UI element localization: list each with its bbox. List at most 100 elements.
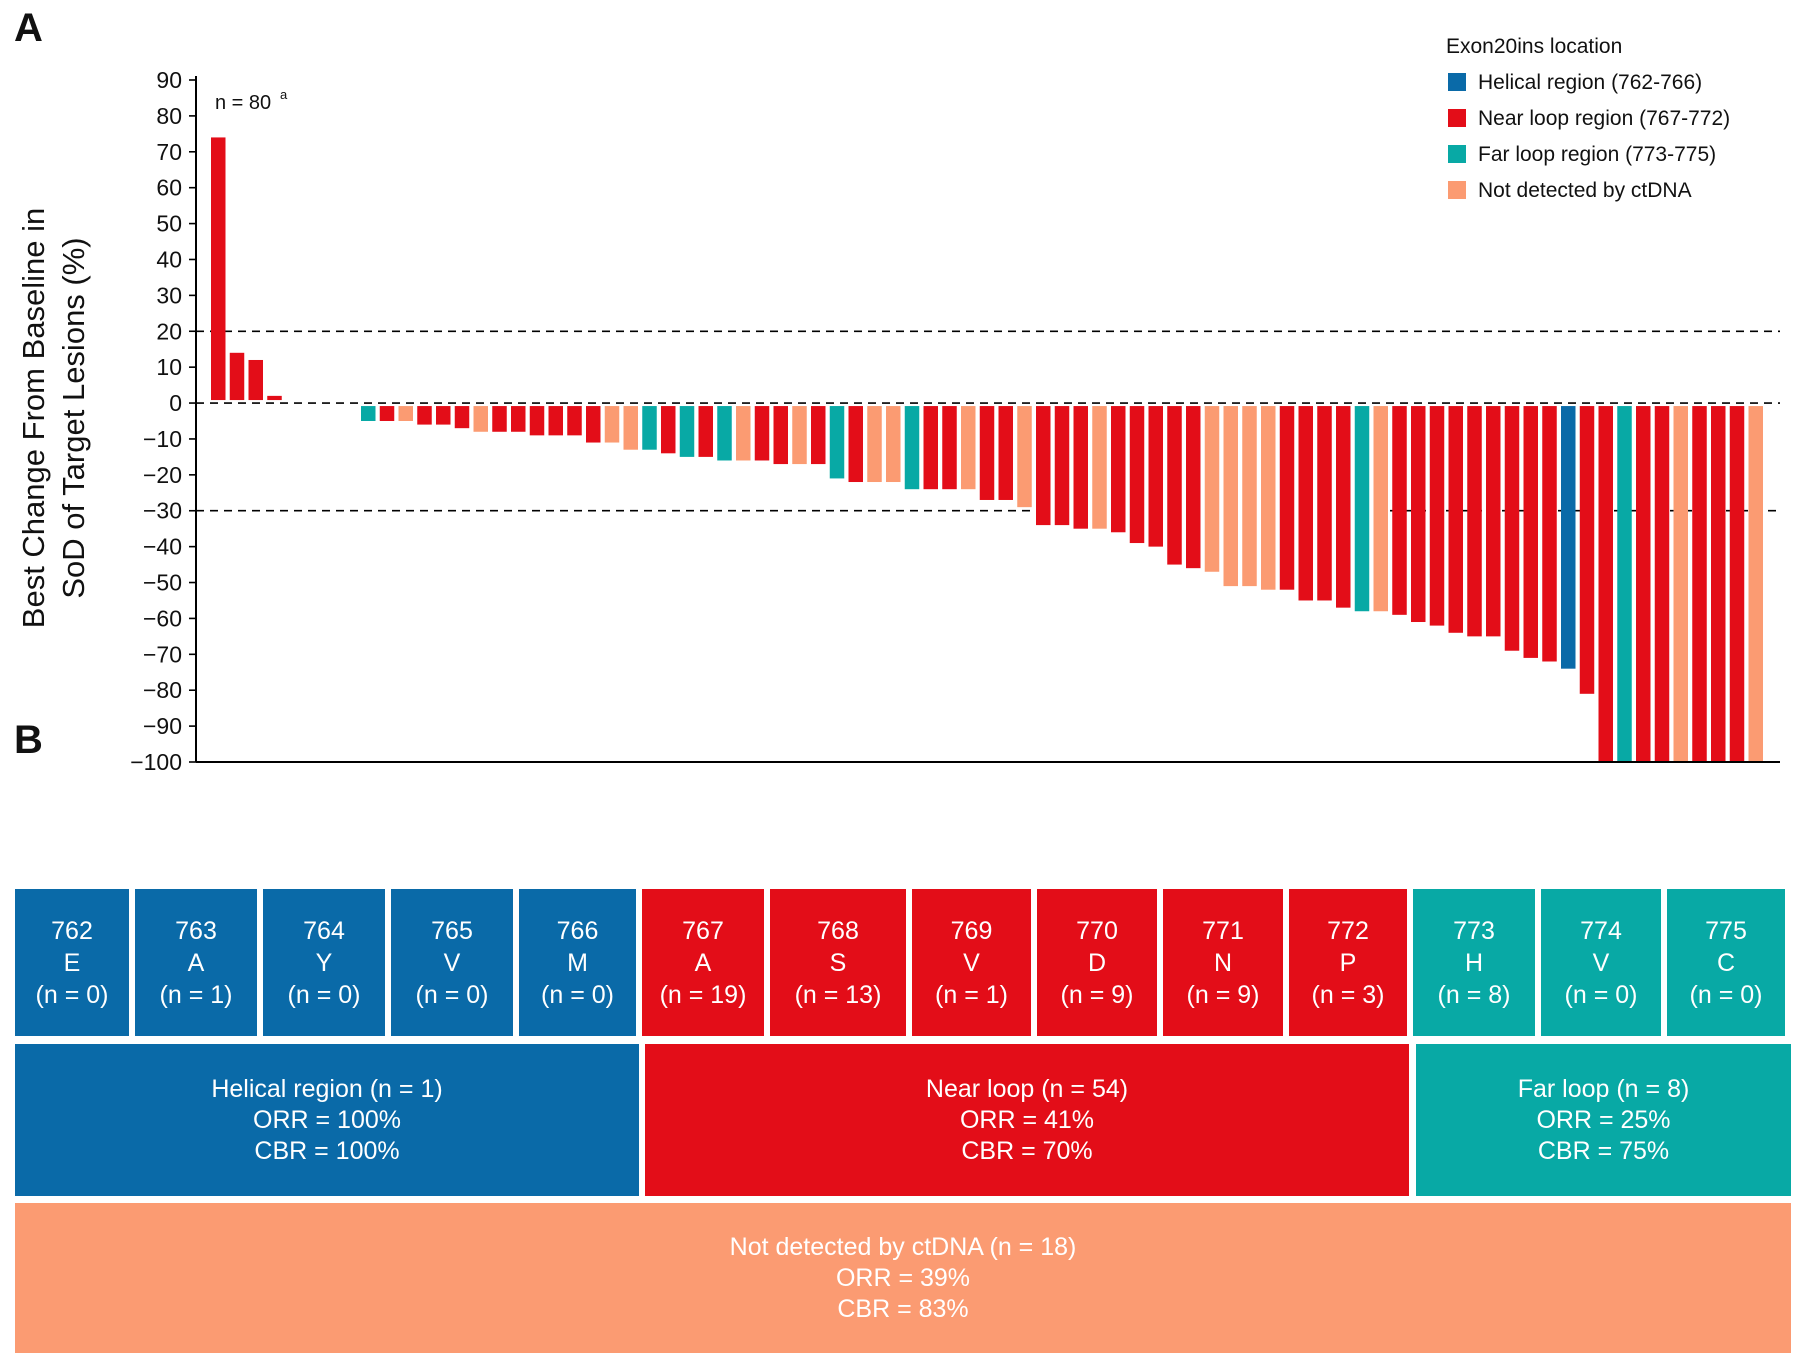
residue-pos: 771 — [1202, 916, 1244, 945]
chart-bar — [1654, 406, 1670, 762]
region-summary-near: Near loop (n = 54) ORR = 41% CBR = 70% — [645, 1044, 1409, 1196]
residue-aa: A — [187, 948, 205, 977]
residue-pos: 767 — [682, 916, 724, 945]
chart-bar — [961, 406, 976, 490]
chart-bar — [979, 406, 995, 500]
y-tick-label: 30 — [156, 282, 182, 308]
residue-pos: 770 — [1076, 916, 1118, 945]
chart-bar — [904, 406, 920, 490]
chart-bar — [1261, 406, 1276, 590]
residue-pos: 769 — [950, 916, 993, 945]
chart-bar — [1073, 406, 1088, 529]
residue-n: (n = 0) — [1689, 980, 1763, 1009]
chart-bar — [1242, 406, 1257, 587]
chart-bar — [1748, 406, 1763, 762]
y-tick-label: −70 — [143, 641, 182, 667]
legend-swatch-nd — [1448, 181, 1466, 199]
chart-bar — [1279, 406, 1295, 590]
chart-bar — [1373, 406, 1388, 612]
region-title: Helical region (n = 1) — [211, 1074, 443, 1103]
y-tick-label: −60 — [143, 605, 182, 631]
residue-cell: 773 H (n = 8) — [1413, 889, 1535, 1036]
y-tick-label: 10 — [156, 354, 182, 380]
chart-bar — [1598, 406, 1613, 762]
chart-bar — [1617, 406, 1632, 762]
chart-bar — [436, 406, 451, 425]
chart-bar — [1186, 406, 1201, 569]
residue-cell: 762 E (n = 0) — [15, 889, 129, 1036]
chart-bar — [923, 406, 938, 490]
residue-cell: 771 N (n = 9) — [1163, 889, 1283, 1036]
chart-bar — [529, 406, 545, 436]
chart-bar — [773, 406, 788, 465]
residue-n: (n = 3) — [1311, 980, 1385, 1009]
region-title: Near loop (n = 54) — [925, 1074, 1129, 1103]
chart-bar — [736, 406, 751, 461]
chart-bar — [661, 406, 676, 454]
residue-n: (n = 0) — [1564, 980, 1638, 1009]
chart-bar — [829, 406, 845, 479]
chart-bar — [1336, 406, 1351, 608]
residue-pos: 765 — [431, 916, 473, 945]
chart-bar — [398, 406, 413, 421]
residue-cell: 772 P (n = 3) — [1289, 889, 1407, 1036]
y-tick-label: 20 — [156, 318, 182, 344]
legend-label-near: Near loop region (767-772) — [1478, 107, 1730, 130]
chart-bar — [417, 406, 432, 425]
y-tick-label: 40 — [156, 246, 182, 272]
sample-size-annotation: n = 80 — [215, 92, 271, 114]
residue-aa: C — [1716, 948, 1736, 977]
region-stat: CBR = 75% — [1537, 1136, 1670, 1165]
region-stat: CBR = 70% — [961, 1136, 1093, 1165]
y-tick-label: −20 — [143, 462, 182, 488]
chart-bar — [1486, 406, 1501, 637]
chart-bar — [1673, 406, 1688, 762]
chart-bar — [1579, 406, 1595, 694]
residue-n: (n = 13) — [794, 980, 882, 1009]
residue-aa: A — [694, 948, 712, 977]
chart-bar — [1317, 406, 1332, 601]
residue-cell: 769 V (n = 1) — [912, 889, 1031, 1036]
chart-bar — [1711, 406, 1726, 762]
residue-aa: D — [1087, 948, 1107, 977]
chart-bar — [567, 406, 582, 436]
chart-bar — [848, 406, 863, 483]
residue-pos: 768 — [817, 916, 859, 945]
chart-bar — [1542, 406, 1557, 662]
residue-pos: 773 — [1453, 916, 1495, 945]
residue-cell: 766 M (n = 0) — [519, 889, 636, 1036]
chart-bar — [454, 406, 470, 429]
chart-bar — [267, 395, 282, 401]
region-title: Far loop (n = 8) — [1517, 1074, 1690, 1103]
chart-bar — [1729, 406, 1745, 762]
region-stat: ORR = 100% — [253, 1105, 401, 1134]
residue-cell: 774 V (n = 0) — [1541, 889, 1661, 1036]
residue-n: (n = 8) — [1437, 980, 1511, 1009]
chart-bar — [604, 406, 620, 443]
panel-label-a: A — [14, 6, 43, 50]
residue-aa: M — [567, 948, 588, 977]
y-axis-title: SoD of Target Lesions (%) — [56, 237, 91, 598]
residue-cell: 764 Y (n = 0) — [263, 889, 385, 1036]
y-tick-label: 80 — [156, 103, 182, 129]
legend-label-nd: Not detected by ctDNA — [1478, 179, 1692, 202]
residue-aa: E — [63, 948, 81, 977]
residue-cell: 767 A (n = 19) — [642, 889, 764, 1036]
chart-bar — [229, 352, 245, 401]
residue-aa: V — [963, 948, 980, 977]
annotation-superscript: a — [280, 87, 288, 102]
chart-bar — [248, 359, 263, 401]
y-tick-label: 90 — [156, 67, 182, 93]
chart-bar — [886, 406, 901, 483]
chart-bar — [473, 406, 488, 432]
residue-n: (n = 9) — [1060, 980, 1134, 1009]
legend-swatch-near — [1448, 109, 1466, 127]
region-summary-far: Far loop (n = 8) ORR = 25% CBR = 75% — [1416, 1044, 1791, 1196]
chart-bar — [1298, 406, 1313, 601]
region-stat: ORR = 25% — [1536, 1105, 1671, 1134]
chart-bar — [1429, 406, 1445, 626]
residue-aa: Y — [315, 948, 333, 977]
y-axis-title: Best Change From Baseline in — [16, 208, 51, 628]
chart-bar — [1523, 406, 1538, 658]
